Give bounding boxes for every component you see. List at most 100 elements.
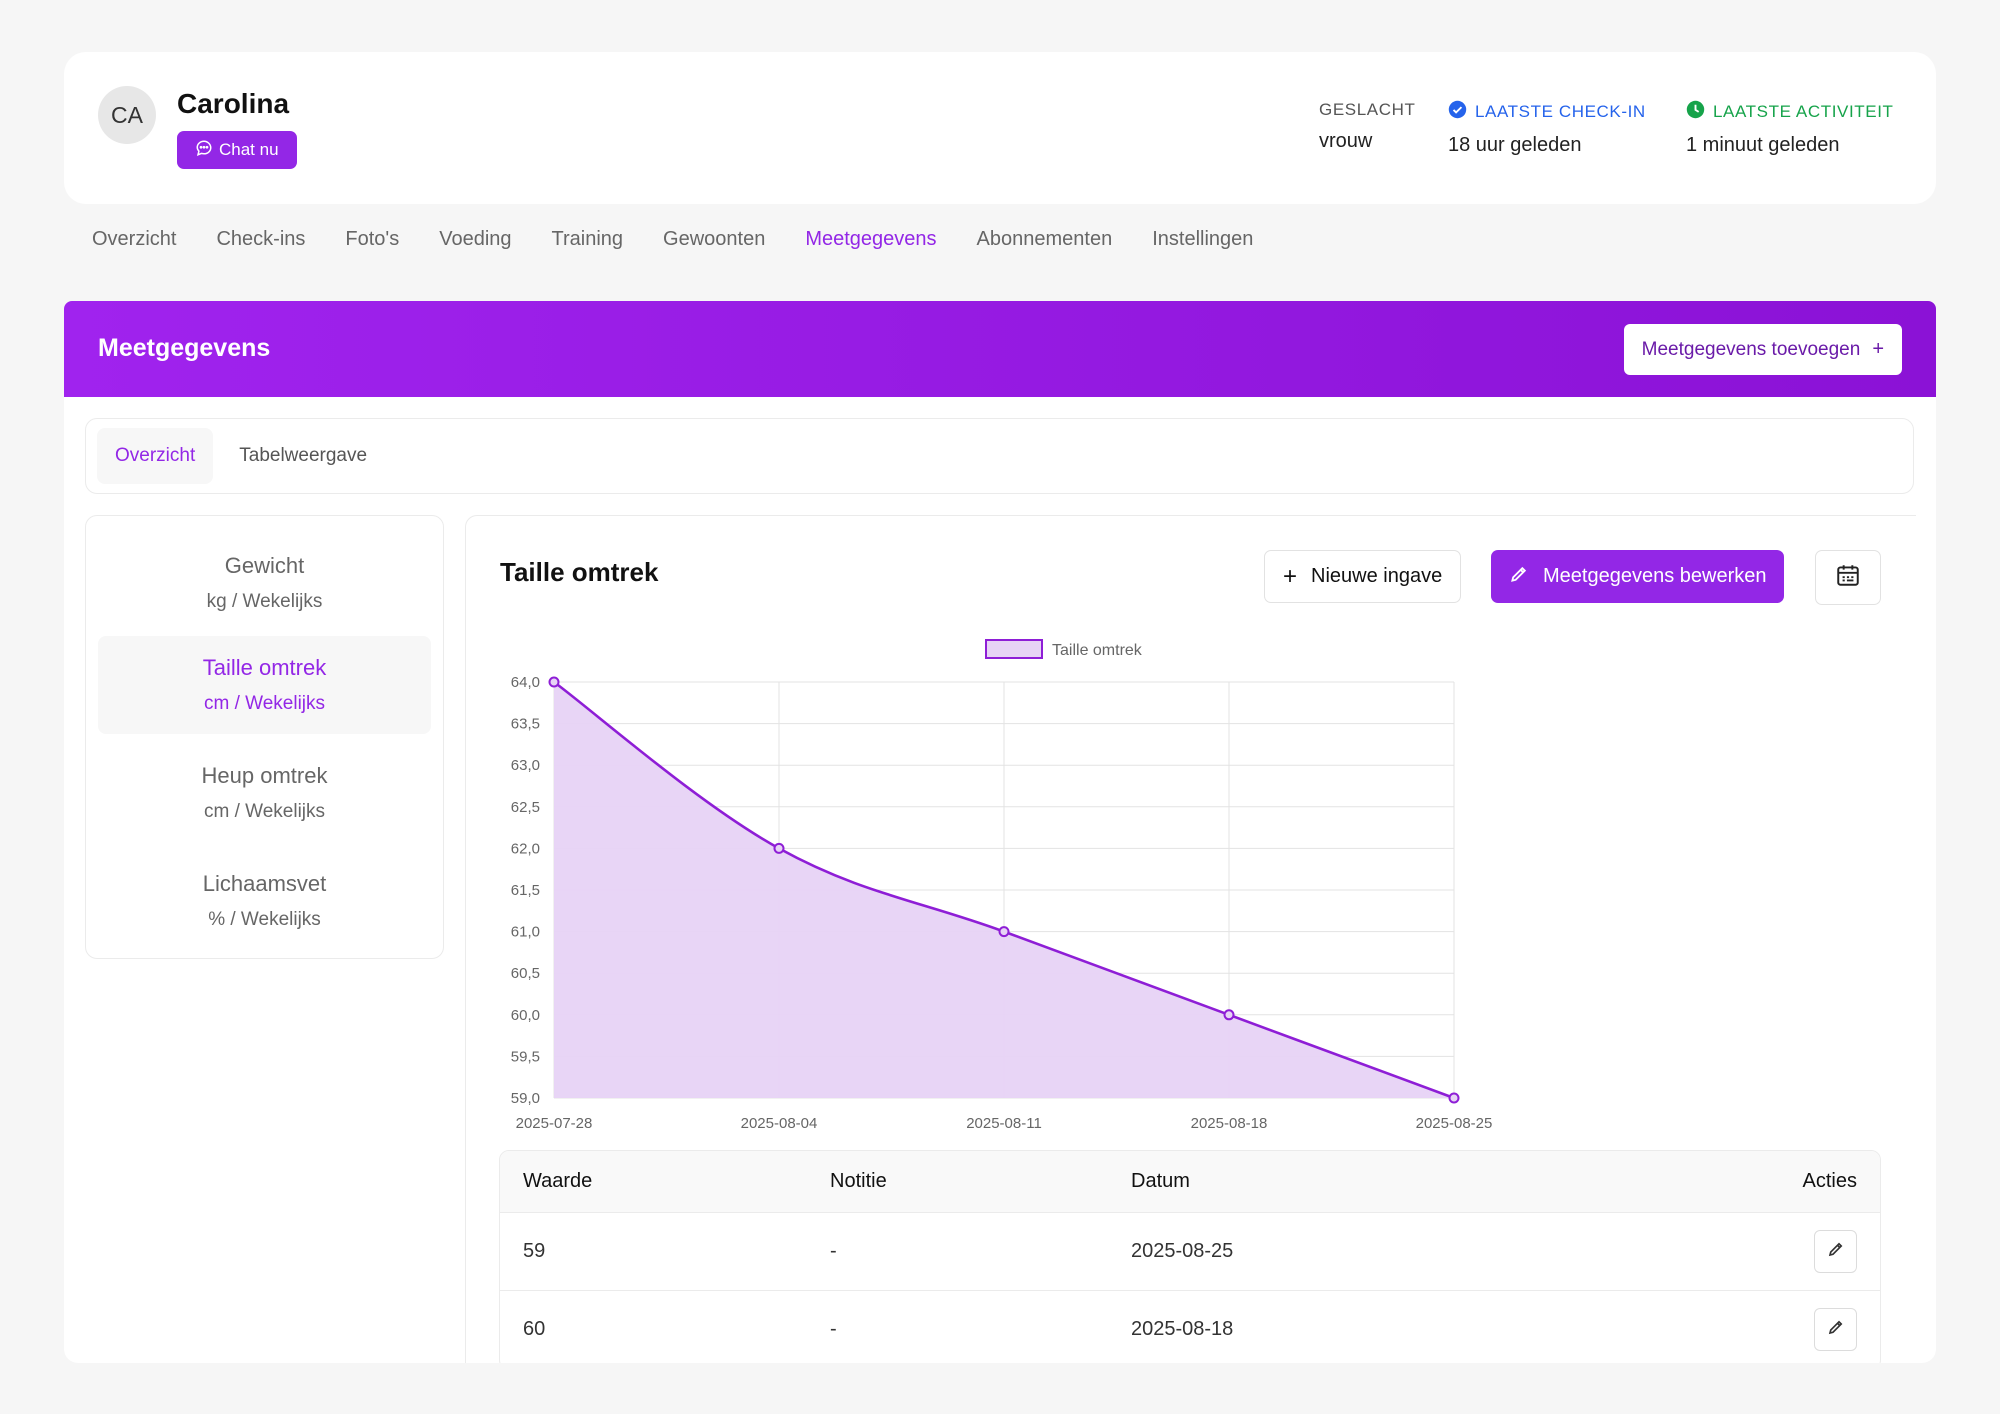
- cell-value: 59: [523, 1240, 546, 1262]
- row-edit-button[interactable]: [1814, 1230, 1857, 1273]
- new-entry-label: Nieuwe ingave: [1311, 565, 1443, 587]
- x-tick-label: 2025-07-28: [516, 1115, 593, 1132]
- data-point: [548, 676, 560, 688]
- last-checkin-meta: LAATSTE CHECK-IN 18 uur geleden: [1448, 100, 1646, 157]
- client-header-card: CA Carolina Chat nu GESLACHT vrouw LAATS…: [64, 52, 1936, 204]
- chat-button[interactable]: Chat nu: [177, 131, 297, 169]
- y-tick-label: 59,0: [511, 1090, 540, 1107]
- metric-unit: % / Wekelijks: [208, 909, 321, 930]
- cell-date: 2025-08-25: [1131, 1240, 1234, 1262]
- y-tick-label: 60,0: [511, 1007, 540, 1024]
- edit-measurements-button[interactable]: Meetgegevens bewerken: [1491, 550, 1785, 603]
- add-measurements-label: Meetgegevens toevoegen: [1641, 338, 1861, 360]
- pencil-icon: [1827, 1240, 1845, 1264]
- cell-note: -: [830, 1318, 837, 1340]
- add-measurements-button[interactable]: Meetgegevens toevoegen +: [1623, 324, 1902, 375]
- tab-overzicht[interactable]: Overzicht: [92, 228, 177, 250]
- table-row: 60 - 2025-08-18: [500, 1291, 1880, 1363]
- y-tick-label: 63,5: [511, 716, 540, 733]
- edit-measurements-label: Meetgegevens bewerken: [1543, 565, 1767, 587]
- client-name: Carolina: [177, 88, 290, 119]
- check-circle-icon: [1448, 100, 1467, 124]
- tab-fotos[interactable]: Foto's: [345, 228, 400, 250]
- metric-name: Lichaamsvet: [202, 871, 327, 896]
- view-subtabs: Overzicht Tabelweergave: [85, 418, 1914, 494]
- metric-name: Taille omtrek: [202, 655, 327, 680]
- metric-unit: kg / Wekelijks: [206, 591, 323, 612]
- waist-circumference-chart: 64,0 63,5 63,0 62,5 62,0 61,5 61,0 60,5 60,0 59,5…: [511, 639, 1493, 1132]
- last-activity-meta: LAATSTE ACTIVITEIT 1 minuut geleden: [1686, 100, 1894, 157]
- y-tick-label: 61,0: [511, 924, 540, 941]
- measurements-panel: Meetgegevens Meetgegevens toevoegen + Ov…: [64, 301, 1936, 1363]
- metric-detail: Taille omtrek + Nieuwe ingave Meetgegeve…: [465, 515, 1916, 1363]
- data-point: [773, 842, 785, 854]
- tab-gewoonten[interactable]: Gewoonten: [663, 228, 766, 250]
- metric-item-taille-omtrek[interactable]: Taille omtrek cm / Wekelijks: [98, 636, 431, 734]
- metric-list: Gewicht kg / Wekelijks Taille omtrek cm …: [85, 515, 444, 959]
- calendar-button[interactable]: [1815, 550, 1881, 605]
- legend-swatch: [985, 639, 1043, 659]
- last-activity-value: 1 minuut geleden: [1686, 134, 1840, 156]
- new-entry-button[interactable]: + Nieuwe ingave: [1264, 550, 1462, 603]
- col-header-datum: Datum: [1131, 1170, 1190, 1192]
- tab-abonnementen[interactable]: Abonnementen: [976, 228, 1113, 250]
- x-tick-label: 2025-08-11: [966, 1115, 1042, 1132]
- metric-unit: cm / Wekelijks: [203, 801, 326, 822]
- y-tick-label: 62,5: [511, 799, 540, 816]
- plus-icon: +: [1283, 562, 1298, 590]
- client-tabs: Overzicht Check-ins Foto's Voeding Train…: [92, 228, 1253, 251]
- col-header-notitie: Notitie: [830, 1170, 887, 1192]
- metric-item-gewicht[interactable]: Gewicht kg / Wekelijks: [98, 528, 431, 632]
- pencil-icon: [1827, 1318, 1845, 1342]
- y-tick-label: 62,0: [511, 840, 540, 857]
- calendar-icon: [1835, 562, 1861, 593]
- last-activity-label: LAATSTE ACTIVITEIT: [1713, 102, 1894, 121]
- gender-value: vrouw: [1319, 130, 1373, 152]
- gender-meta: GESLACHT vrouw: [1319, 100, 1415, 153]
- measurements-banner: Meetgegevens Meetgegevens toevoegen +: [64, 301, 1936, 397]
- tab-voeding[interactable]: Voeding: [439, 228, 512, 250]
- chat-button-label: Chat nu: [219, 140, 279, 159]
- series-area: [554, 682, 1454, 1098]
- clock-icon: [1686, 100, 1705, 124]
- cell-note: -: [830, 1240, 837, 1262]
- col-header-acties: Acties: [1802, 1170, 1857, 1192]
- data-point: [1223, 1009, 1235, 1021]
- table-row: 59 - 2025-08-25: [500, 1213, 1880, 1291]
- subtab-overzicht[interactable]: Overzicht: [97, 428, 214, 484]
- metric-item-heup-omtrek[interactable]: Heup omtrek cm / Wekelijks: [98, 744, 431, 842]
- gender-label: GESLACHT: [1319, 100, 1416, 119]
- y-tick-label: 64,0: [511, 674, 540, 691]
- row-edit-button[interactable]: [1814, 1308, 1857, 1351]
- banner-title: Meetgegevens: [98, 334, 271, 362]
- y-tick-label: 61,5: [511, 882, 540, 899]
- legend-label: Taille omtrek: [1052, 642, 1143, 659]
- data-point: [1448, 1092, 1460, 1104]
- plus-icon: +: [1872, 338, 1884, 360]
- metric-unit: cm / Wekelijks: [203, 693, 326, 714]
- metric-item-lichaamsvet[interactable]: Lichaamsvet % / Wekelijks: [98, 852, 431, 950]
- last-checkin-label: LAATSTE CHECK-IN: [1475, 102, 1646, 121]
- subtab-tabelweergave[interactable]: Tabelweergave: [239, 445, 368, 466]
- metric-name: Gewicht: [224, 553, 305, 578]
- measurements-table: Waarde Notitie Datum Acties 59 - 2025-08…: [499, 1150, 1881, 1363]
- col-header-waarde: Waarde: [523, 1170, 593, 1192]
- x-tick-label: 2025-08-18: [1191, 1115, 1268, 1132]
- chat-bubble-icon: [195, 139, 213, 162]
- avatar: CA: [98, 86, 156, 144]
- y-tick-label: 60,5: [511, 965, 540, 982]
- tab-meetgegevens[interactable]: Meetgegevens: [805, 228, 937, 250]
- tab-training[interactable]: Training: [551, 228, 624, 250]
- last-checkin-value: 18 uur geleden: [1448, 134, 1582, 156]
- tab-instellingen[interactable]: Instellingen: [1152, 228, 1254, 250]
- table-header: Waarde Notitie Datum Acties: [500, 1151, 1880, 1213]
- data-point: [998, 926, 1010, 938]
- y-tick-label: 63,0: [511, 757, 540, 774]
- pencil-icon: [1509, 564, 1529, 590]
- x-tick-label: 2025-08-25: [1416, 1115, 1493, 1132]
- tab-check-ins[interactable]: Check-ins: [216, 228, 306, 250]
- cell-value: 60: [523, 1318, 546, 1340]
- metric-name: Heup omtrek: [201, 763, 328, 788]
- y-tick-label: 59,5: [511, 1048, 540, 1065]
- metric-detail-title: Taille omtrek: [500, 557, 659, 587]
